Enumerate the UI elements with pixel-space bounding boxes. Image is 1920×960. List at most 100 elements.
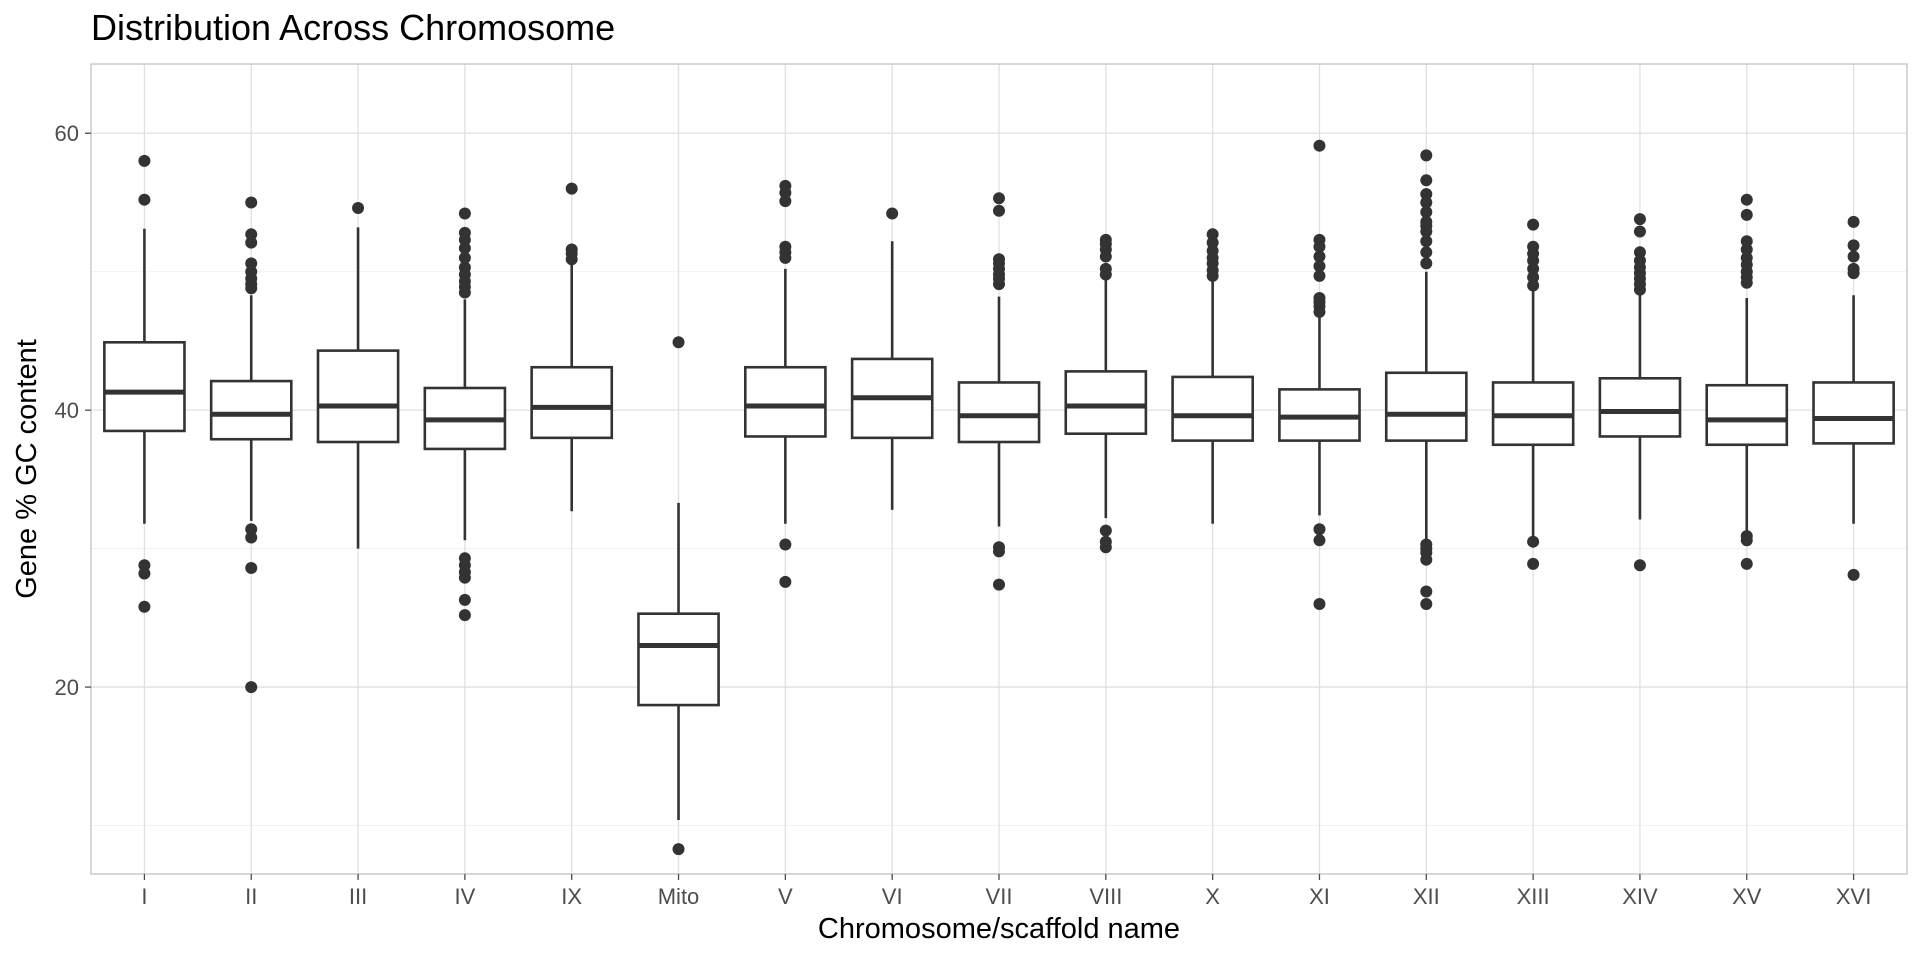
x-tick-label: XIII bbox=[1517, 884, 1550, 909]
outlier-point bbox=[458, 242, 471, 255]
x-axis-ticks: I II III IV IX Mito V VI VII VIII X XI XII XIII XIV XV X… bbox=[141, 874, 1871, 909]
box-group-ix bbox=[530, 182, 614, 512]
outlier-point bbox=[1420, 188, 1433, 201]
outlier-point bbox=[1099, 250, 1112, 263]
outlier-point bbox=[779, 186, 792, 199]
outlier-point bbox=[1740, 276, 1753, 289]
box bbox=[103, 341, 186, 433]
outlier-point bbox=[1633, 559, 1646, 572]
x-tick-label: XIV bbox=[1622, 884, 1658, 909]
x-tick-label: II bbox=[245, 884, 257, 909]
outlier-point bbox=[1740, 534, 1753, 547]
outlier-point bbox=[1847, 250, 1860, 263]
box bbox=[530, 365, 614, 440]
x-tick-label: I bbox=[141, 884, 147, 909]
outlier-point bbox=[138, 193, 151, 206]
outlier-point bbox=[1420, 174, 1433, 187]
outlier-point bbox=[993, 578, 1005, 591]
outlier-point bbox=[1420, 149, 1433, 162]
outlier-point bbox=[138, 559, 151, 572]
x-tick-label: XI bbox=[1309, 884, 1330, 909]
outlier-point bbox=[1313, 240, 1326, 253]
box bbox=[637, 612, 720, 707]
outlier-point bbox=[1740, 557, 1753, 570]
outlier-point bbox=[1740, 193, 1753, 206]
x-tick-label: X bbox=[1205, 884, 1220, 909]
outlier-point bbox=[245, 228, 258, 241]
outlier-point bbox=[993, 192, 1005, 205]
outlier-point bbox=[1099, 541, 1112, 554]
outlier-point bbox=[565, 182, 578, 195]
chart-title: Distribution Across Chromosome bbox=[91, 7, 615, 48]
box-group-mito bbox=[637, 336, 720, 856]
box-group-xiii bbox=[1491, 218, 1575, 570]
box-group-xv bbox=[1705, 193, 1789, 570]
outlier-point bbox=[1313, 250, 1326, 263]
box bbox=[1064, 370, 1148, 435]
outlier-point bbox=[1847, 267, 1860, 280]
box bbox=[957, 381, 1041, 444]
outlier-point bbox=[1313, 534, 1326, 547]
outlier-point bbox=[245, 282, 258, 295]
outlier-point bbox=[1206, 236, 1219, 249]
x-tick-label: IV bbox=[454, 884, 475, 909]
outlier-point bbox=[779, 575, 792, 588]
x-tick-label: XV bbox=[1732, 884, 1762, 909]
outlier-point bbox=[565, 253, 578, 266]
outlier-point bbox=[1313, 260, 1326, 273]
box-group-xii bbox=[1384, 149, 1468, 610]
x-tick-label: Mito bbox=[658, 884, 700, 909]
y-tick-label: 40 bbox=[55, 398, 79, 423]
outlier-point bbox=[458, 251, 471, 264]
y-tick-label: 20 bbox=[55, 675, 79, 700]
box-series bbox=[103, 139, 1895, 856]
x-tick-label: VI bbox=[882, 884, 903, 909]
outlier-point bbox=[458, 233, 471, 246]
y-axis-title: Gene % GC content bbox=[11, 339, 43, 599]
outlier-point bbox=[1313, 598, 1326, 610]
outlier-point bbox=[1420, 225, 1433, 238]
outlier-point bbox=[1527, 535, 1540, 548]
box bbox=[1598, 377, 1682, 438]
outlier-point bbox=[1527, 262, 1540, 275]
box-group-iv bbox=[423, 207, 507, 622]
box bbox=[1171, 375, 1255, 442]
outlier-point bbox=[245, 562, 258, 574]
outlier-point bbox=[1420, 598, 1433, 610]
outlier-point bbox=[672, 843, 685, 856]
outlier-point bbox=[458, 571, 471, 584]
outlier-point bbox=[458, 207, 471, 220]
outlier-point bbox=[1847, 239, 1860, 252]
outlier-point bbox=[779, 538, 792, 551]
box-group-ii bbox=[209, 196, 293, 694]
outlier-point bbox=[138, 567, 151, 580]
outlier-point bbox=[1740, 208, 1753, 221]
outlier-point bbox=[993, 545, 1005, 558]
outlier-point bbox=[993, 278, 1005, 291]
box-group-viii bbox=[1064, 233, 1148, 554]
box-group-xi bbox=[1278, 139, 1361, 610]
box-group-i bbox=[103, 154, 186, 613]
outlier-point bbox=[993, 204, 1005, 217]
outlier-point bbox=[1740, 235, 1753, 248]
outlier-point bbox=[1847, 215, 1860, 228]
box-group-xvi bbox=[1812, 215, 1895, 581]
box bbox=[743, 365, 827, 438]
box-group-iii bbox=[316, 202, 400, 549]
outlier-point bbox=[458, 286, 471, 299]
outlier-point bbox=[458, 593, 471, 606]
x-tick-label: V bbox=[778, 884, 793, 909]
y-axis-ticks: 20 40 60 bbox=[55, 121, 91, 700]
x-tick-label: XVI bbox=[1836, 884, 1871, 909]
box-group-vii bbox=[957, 192, 1041, 591]
outlier-point bbox=[245, 236, 258, 249]
outlier-point bbox=[886, 207, 899, 220]
outlier-point bbox=[1527, 254, 1540, 267]
outlier-point bbox=[672, 336, 685, 349]
outlier-point bbox=[245, 257, 258, 270]
outlier-point bbox=[1420, 196, 1433, 209]
box-group-vi bbox=[850, 207, 934, 510]
outlier-point bbox=[1420, 553, 1433, 566]
outlier-point bbox=[245, 523, 258, 536]
outlier-point bbox=[1420, 206, 1433, 219]
